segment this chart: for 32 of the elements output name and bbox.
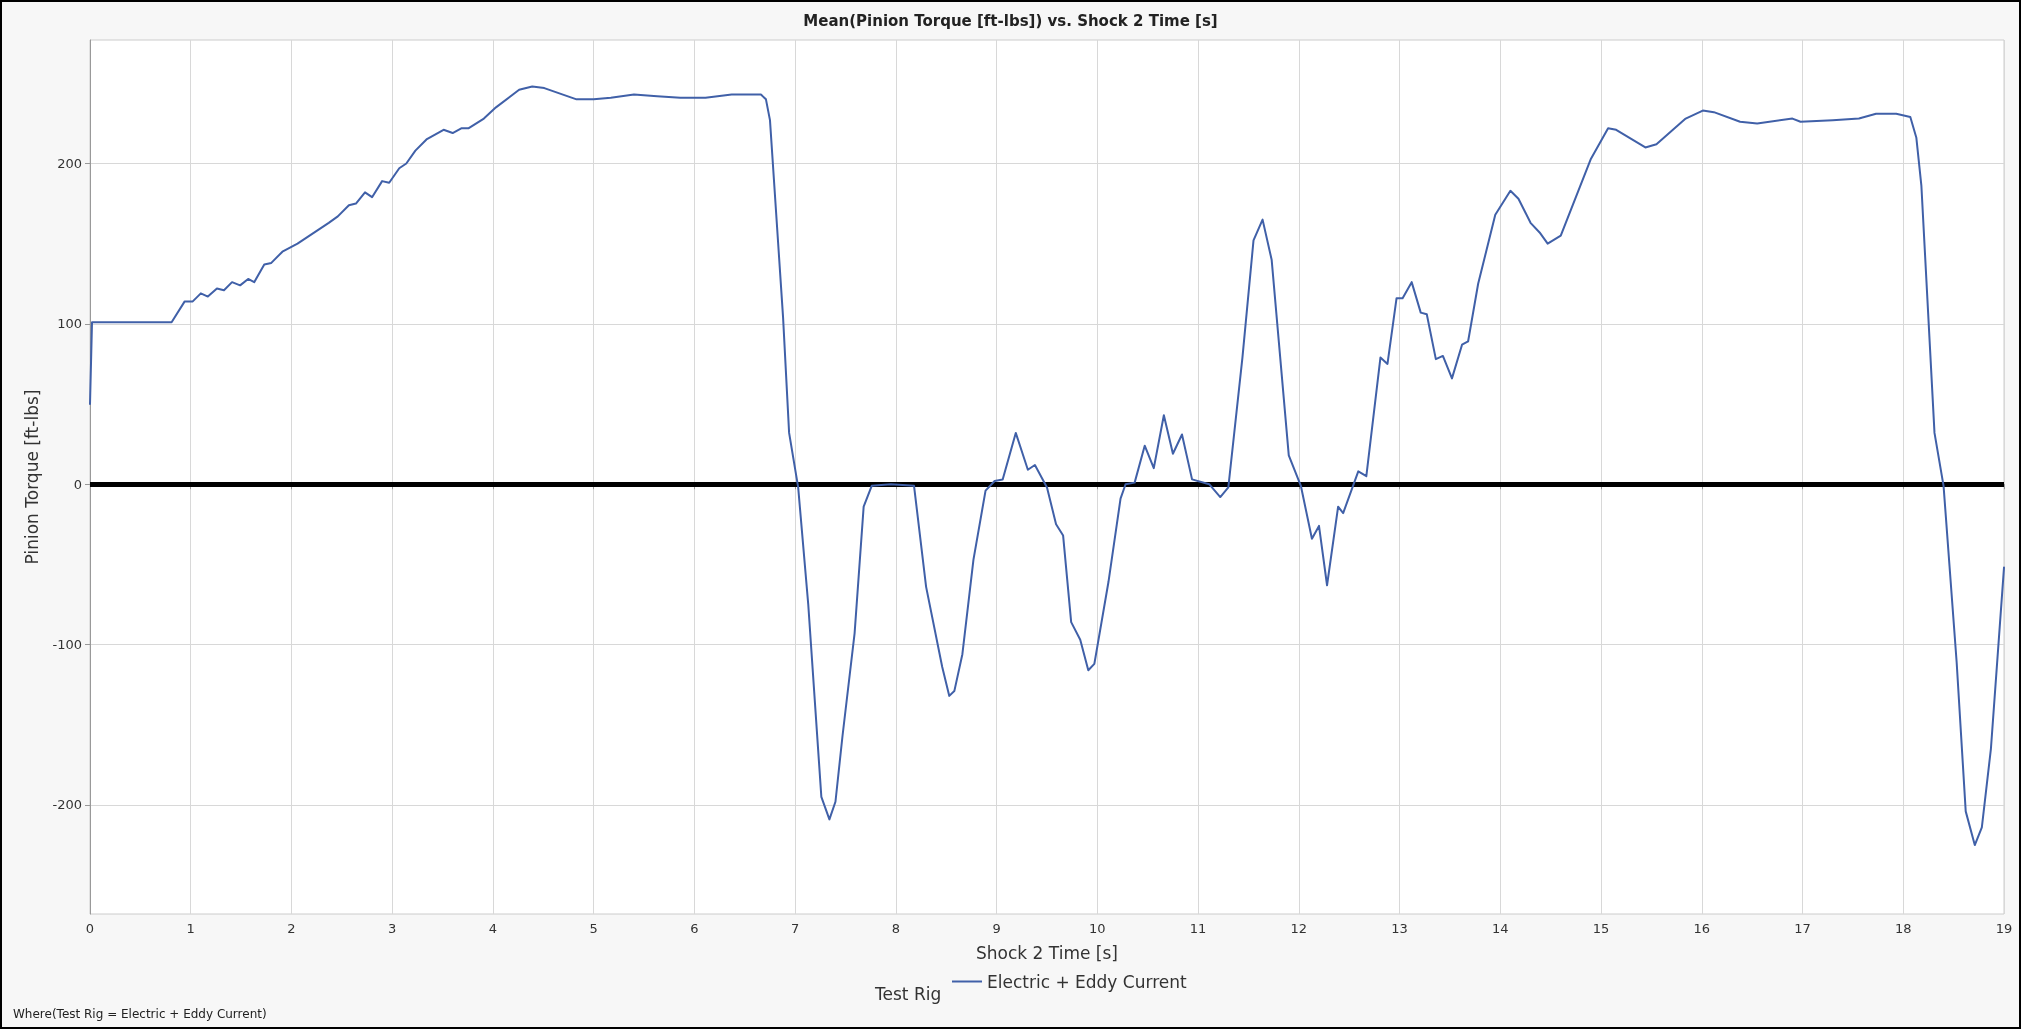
x-tick-label: 11 <box>1189 921 1207 936</box>
y-tick-label: 100 <box>57 316 82 332</box>
x-tick-label: 5 <box>589 921 598 936</box>
y-tick-label: -200 <box>52 797 82 813</box>
x-tick-label: 10 <box>1089 921 1106 936</box>
text: Where(Test Rig = Electric + Eddy Current) <box>13 1007 267 1021</box>
x-tick-label: 14 <box>1492 921 1509 936</box>
x-tick-label: 3 <box>388 921 397 936</box>
y-tick-label: 200 <box>57 155 82 171</box>
x-tick-label: 18 <box>1894 921 1912 936</box>
legend-label: Electric + Eddy Current <box>987 971 1188 992</box>
x-tick-label: 1 <box>186 921 195 936</box>
x-tick-label: 9 <box>992 921 1001 936</box>
line-series <box>89 85 2005 847</box>
x-tick-label: 2 <box>287 921 296 936</box>
y-axis-title: Pinion Torque [ft-lbs] <box>21 389 42 565</box>
x-tick-label: 6 <box>690 921 699 936</box>
legend-title: Test Rig <box>874 983 942 1004</box>
x-tick-label: 0 <box>85 921 95 936</box>
x-tick-label: 8 <box>891 921 901 936</box>
x-axis-title: Shock 2 Time [s] <box>976 942 1118 963</box>
x-tick-label: 7 <box>791 921 800 936</box>
x-tick-label: 17 <box>1794 921 1811 936</box>
x-tick-label: 16 <box>1693 921 1711 936</box>
x-tick-label: 4 <box>488 921 498 936</box>
x-tick-label: 19 <box>1995 921 2013 936</box>
x-tick-label: 12 <box>1290 921 1308 936</box>
x-tick-label: 15 <box>1592 921 1610 936</box>
y-tick-label: -100 <box>52 637 82 653</box>
chart-title: Mean(Pinion Torque [ft-lbs]) vs. Shock 2 Time [s] <box>803 11 1218 30</box>
y-tick-label: 0 <box>73 476 82 492</box>
x-tick-label: 13 <box>1391 921 1408 936</box>
